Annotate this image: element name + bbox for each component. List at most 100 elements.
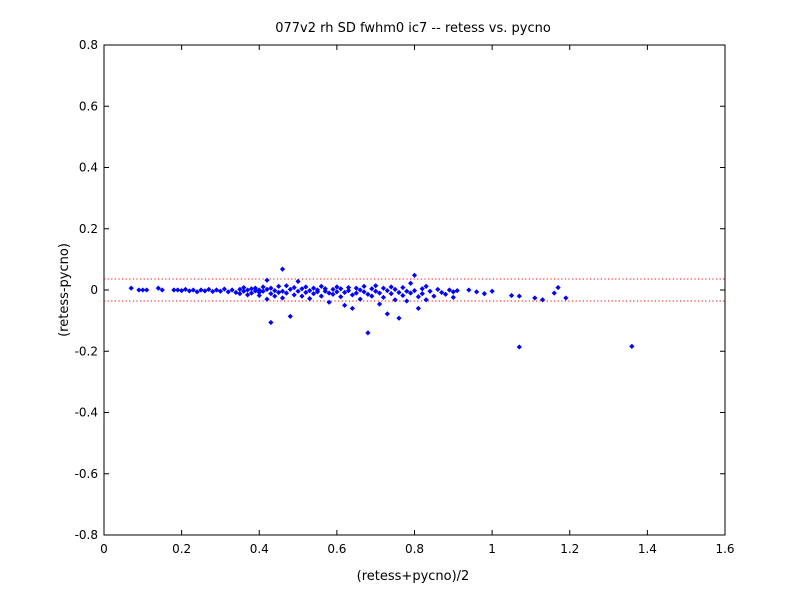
data-point — [310, 285, 317, 291]
data-point — [303, 284, 309, 290]
data-point — [341, 302, 348, 308]
data-point — [473, 289, 480, 295]
data-point — [373, 288, 379, 294]
data-point — [268, 319, 274, 326]
data-point — [171, 287, 177, 293]
data-point — [326, 299, 332, 305]
data-point — [427, 288, 433, 294]
data-point — [256, 292, 262, 299]
data-point — [264, 286, 270, 293]
data-point — [454, 287, 460, 294]
data-point — [532, 295, 538, 301]
data-point — [209, 288, 216, 295]
data-point — [407, 290, 414, 296]
data-point — [419, 290, 425, 297]
data-point — [283, 290, 290, 296]
data-point — [272, 293, 278, 299]
data-point — [345, 287, 352, 294]
data-point — [563, 295, 569, 301]
data-point — [407, 280, 414, 286]
x-tick-label: 1.6 — [715, 542, 734, 556]
x-tick-label: 1.2 — [560, 542, 579, 556]
data-point — [144, 287, 150, 293]
data-point — [291, 284, 297, 291]
data-point — [357, 296, 363, 302]
data-point — [318, 293, 325, 299]
data-point — [388, 290, 394, 297]
data-point — [411, 272, 418, 278]
data-point — [244, 292, 251, 298]
y-tick-label: -0.4 — [75, 406, 98, 420]
data-point — [287, 286, 293, 293]
x-tick-label: 0.8 — [405, 542, 424, 556]
data-point — [338, 294, 344, 300]
data-point — [508, 292, 515, 299]
data-point — [481, 290, 488, 297]
x-axis-label: (retess+pycno)/2 — [357, 569, 470, 584]
data-point — [380, 294, 387, 301]
data-point — [182, 286, 189, 293]
data-point — [225, 289, 231, 295]
data-point — [241, 288, 247, 294]
data-point — [404, 298, 410, 304]
data-point — [373, 283, 379, 289]
limit-lines — [104, 278, 725, 302]
data-point — [194, 289, 200, 295]
data-point — [275, 289, 282, 296]
x-tick-label: 1.4 — [638, 542, 657, 556]
data-point — [411, 287, 418, 294]
data-point — [349, 305, 356, 312]
chart-title: 077v2 rh SD fwhm0 ic7 -- retess vs. pycn… — [275, 21, 551, 36]
data-point — [388, 284, 394, 290]
data-point — [190, 287, 196, 293]
x-tick-label: 0.6 — [327, 542, 346, 556]
data-points — [128, 266, 635, 350]
data-point — [361, 289, 367, 295]
data-point — [361, 283, 367, 290]
x-axis-ticks: 0 0.2 0.4 0.6 0.8 1 1.2 1.4 1.6 — [100, 45, 735, 556]
data-point — [213, 287, 220, 293]
data-point — [136, 287, 142, 293]
data-point — [415, 305, 422, 312]
data-point — [380, 285, 387, 291]
data-point — [466, 287, 472, 293]
data-point — [326, 290, 332, 296]
data-point — [369, 293, 375, 299]
x-tick-label: 0 — [100, 542, 108, 556]
data-point — [229, 287, 235, 293]
data-point — [322, 286, 328, 292]
data-point — [442, 291, 449, 297]
data-point — [206, 286, 212, 293]
data-point — [384, 311, 391, 317]
data-point — [295, 288, 301, 294]
data-point — [415, 294, 422, 300]
data-point — [268, 290, 274, 297]
data-point — [272, 287, 278, 294]
data-point — [268, 285, 274, 291]
y-axis-label: (retess-pycno) — [57, 243, 72, 337]
data-point — [400, 284, 406, 291]
data-point — [275, 283, 282, 290]
y-tick-label: -0.2 — [75, 344, 98, 358]
data-point — [248, 290, 255, 296]
data-point — [291, 292, 297, 298]
data-point — [404, 288, 410, 294]
data-point — [357, 287, 363, 293]
data-point — [299, 286, 305, 292]
data-point — [310, 290, 317, 297]
data-point — [217, 288, 224, 294]
y-axis-ticks: -0.8 -0.6 -0.4 -0.2 0 0.2 0.4 0.6 0.8 — [75, 38, 725, 542]
y-tick-label: 0 — [90, 283, 98, 297]
y-tick-label: -0.6 — [75, 467, 98, 481]
data-point — [450, 289, 456, 295]
data-point — [392, 297, 398, 303]
data-point — [295, 278, 301, 285]
data-point — [338, 286, 344, 292]
data-point — [279, 266, 286, 272]
data-point — [283, 283, 290, 289]
data-point — [202, 288, 208, 294]
data-point — [221, 286, 228, 292]
data-point — [400, 292, 406, 299]
data-point — [287, 313, 293, 320]
